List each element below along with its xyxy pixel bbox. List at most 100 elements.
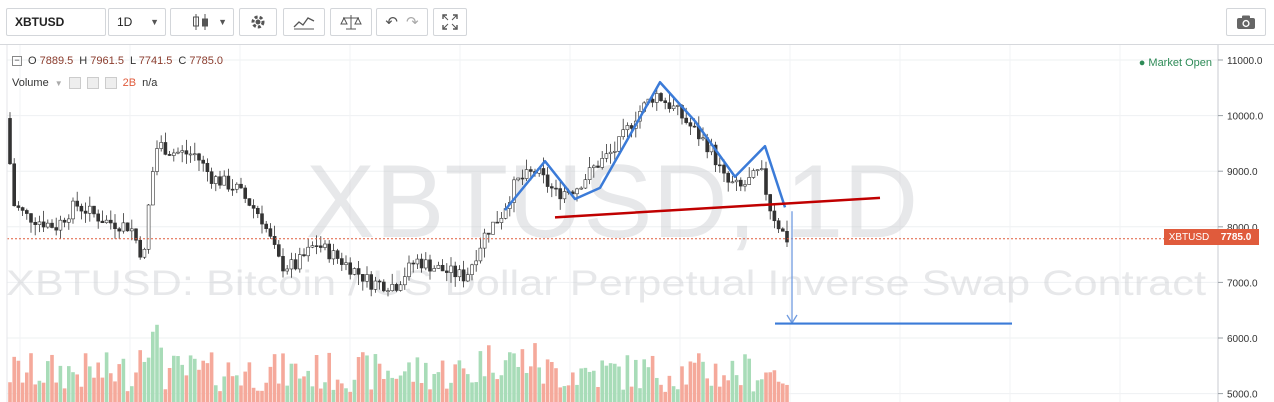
price-axis[interactable]: 11000.0 10000.0 9000.0 8000.0 7000.0 6000.0 50…: [1218, 56, 1264, 401]
eye-icon[interactable]: [68, 77, 81, 89]
candle-body: [495, 221, 500, 224]
drawing-annotations[interactable]: [504, 80, 1012, 325]
volume-bar: [760, 379, 764, 402]
close-value: 7785.0: [189, 55, 224, 67]
candle-body: [218, 176, 222, 186]
candle-body: [142, 248, 147, 258]
volume-bar: [394, 378, 399, 402]
volume-bar: [109, 373, 113, 402]
volume-bar: [785, 384, 789, 402]
volume-bar: [503, 360, 508, 402]
candle-body: [411, 262, 416, 265]
volume-bar: [592, 370, 596, 402]
y-tick-label: 6000.0: [1227, 334, 1258, 345]
volume-bar: [676, 389, 680, 402]
volume-bar: [20, 382, 25, 402]
chart-type-button[interactable]: ▼: [170, 8, 234, 36]
candle-body: [130, 228, 134, 232]
volume-bar: [281, 353, 285, 402]
settings-button[interactable]: [239, 8, 277, 36]
volume-bar: [751, 391, 756, 402]
volume-bar: [180, 364, 184, 402]
candle-body: [243, 187, 247, 199]
candle-body: [314, 245, 319, 247]
compare-button[interactable]: [330, 8, 372, 36]
volume-bar: [155, 324, 159, 402]
candle-body: [759, 168, 764, 170]
indicators-button[interactable]: [283, 8, 325, 36]
candle-body: [121, 222, 126, 232]
candle-body: [205, 162, 210, 172]
candle-body: [83, 210, 88, 214]
volume-bar: [361, 352, 365, 402]
volume-bar: [209, 352, 214, 402]
candle-body: [104, 219, 109, 224]
undo-icon[interactable]: ↶: [385, 14, 398, 31]
candle-body: [289, 259, 294, 270]
volume-bar: [386, 370, 390, 402]
chevron-down-icon[interactable]: ▼: [54, 78, 63, 88]
volume-bar: [768, 372, 772, 402]
candle-body: [159, 142, 163, 149]
candle-body: [621, 129, 626, 137]
volume-bar: [29, 353, 33, 402]
candle-body: [785, 230, 789, 243]
candle-body: [96, 213, 100, 222]
volume-na: n/a: [142, 77, 158, 89]
candle-body: [612, 150, 617, 153]
redo-icon[interactable]: ↷: [406, 14, 419, 31]
interval-select[interactable]: 1D ▼: [108, 8, 166, 36]
candle-body: [251, 205, 256, 209]
y-tick-label: 7000.0: [1227, 278, 1258, 289]
volume-bar: [533, 343, 537, 402]
neckline: [554, 196, 881, 219]
volume-bar: [613, 363, 617, 402]
candle-body: [432, 268, 437, 272]
volume-bar: [306, 370, 310, 402]
volume-bar: [8, 382, 12, 402]
candle-body: [730, 181, 735, 184]
candle-body: [663, 100, 668, 103]
volume-bar: [138, 350, 142, 402]
plot-background: [7, 45, 1218, 402]
candle-body: [8, 118, 12, 165]
chart-area[interactable]: XBTUSD, 1D XBTUSD: Bitcoin / US Dollar P…: [0, 45, 1274, 402]
symbol-search-button[interactable]: XBTUSD: [6, 8, 106, 36]
candle-body: [381, 281, 386, 292]
candle-body: [197, 153, 201, 161]
close-icon[interactable]: [104, 77, 117, 89]
volume-bar: [478, 351, 483, 402]
volume-bar: [356, 357, 361, 402]
volume-bar: [697, 353, 701, 402]
candle-body: [167, 154, 172, 156]
volume-bar: [457, 360, 462, 402]
candle-body: [398, 284, 403, 291]
candle-body: [323, 243, 327, 248]
volume-bar: [625, 355, 630, 402]
volume-bar: [327, 352, 331, 402]
volume-bar: [260, 390, 264, 402]
gear-icon[interactable]: [86, 77, 99, 89]
candle-body: [339, 258, 344, 265]
volume-bar: [340, 383, 344, 402]
price-chart[interactable]: XBTUSD, 1D XBTUSD: Bitcoin / US Dollar P…: [0, 45, 1274, 402]
candle-body: [356, 268, 361, 275]
volume-bar: [62, 388, 67, 402]
candle-body: [264, 223, 269, 229]
collapse-icon[interactable]: −: [12, 56, 22, 66]
snapshot-button[interactable]: [1226, 8, 1266, 36]
fullscreen-button[interactable]: [433, 8, 467, 36]
candle-body: [486, 232, 491, 235]
candle-body: [239, 183, 243, 189]
volume-bar: [104, 352, 109, 402]
candle-body: [318, 245, 323, 248]
candle-body: [428, 259, 432, 272]
open-value: 7889.5: [39, 55, 74, 67]
volume-bar: [251, 387, 256, 402]
undo-redo-group: ↶ ↷: [376, 8, 428, 36]
candle-body: [684, 117, 689, 123]
volume-bar: [243, 371, 247, 402]
candle-body: [214, 176, 218, 184]
volume-bar: [508, 352, 512, 402]
volume-bar: [713, 363, 718, 402]
